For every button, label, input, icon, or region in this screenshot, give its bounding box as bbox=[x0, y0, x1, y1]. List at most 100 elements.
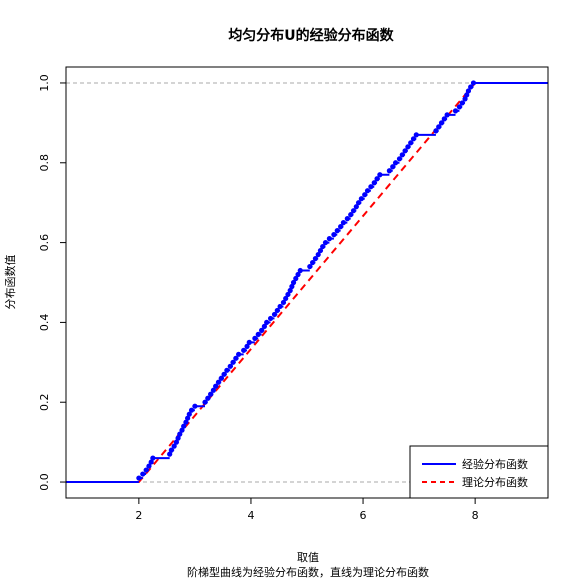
ecdf-point bbox=[364, 188, 371, 194]
ecdf-point bbox=[255, 331, 261, 337]
y-tick-label: 0.2 bbox=[38, 393, 51, 411]
ecdf-point bbox=[399, 152, 405, 158]
ecdf-point bbox=[338, 224, 344, 230]
ecdf-point bbox=[405, 144, 411, 150]
ecdf-point bbox=[271, 311, 278, 318]
ecdf-point bbox=[353, 204, 359, 210]
ecdf-point bbox=[312, 255, 319, 262]
ecdf-point bbox=[331, 232, 337, 238]
ecdf-point bbox=[283, 295, 289, 302]
ecdf-point bbox=[277, 303, 283, 310]
x-tick-label: 4 bbox=[247, 509, 254, 522]
ecdf-point bbox=[368, 184, 374, 190]
x-tick-label: 2 bbox=[135, 509, 142, 522]
ecdf-point bbox=[285, 291, 291, 298]
ecdf-point bbox=[221, 371, 227, 377]
ecdf-point bbox=[264, 319, 270, 326]
ecdf-point bbox=[192, 403, 198, 409]
ecdf-point bbox=[136, 475, 142, 481]
ecdf-point bbox=[322, 239, 329, 246]
ecdf-point bbox=[334, 228, 340, 234]
ecdf-point bbox=[167, 451, 173, 457]
ecdf-point bbox=[261, 323, 267, 329]
ecdf-point bbox=[307, 263, 313, 270]
ecdf-point bbox=[433, 128, 439, 134]
ecdf-point bbox=[410, 136, 417, 142]
ecdf-point bbox=[173, 439, 180, 445]
ecdf-point bbox=[444, 112, 450, 118]
legend: 经验分布函数 理论分布函数 bbox=[409, 445, 549, 499]
ecdf-point bbox=[233, 355, 239, 361]
ecdf-point bbox=[456, 104, 463, 110]
ecdf-point bbox=[402, 148, 408, 154]
ecdf-point bbox=[280, 299, 287, 306]
ecdf-point bbox=[213, 383, 219, 389]
ecdf-point bbox=[441, 116, 447, 122]
plot-frame bbox=[65, 66, 549, 499]
ecdf-point bbox=[185, 415, 191, 421]
ecdf-point bbox=[274, 307, 280, 314]
chart-title: 均匀分布U的经验分布函数 bbox=[228, 27, 394, 44]
y-tick-label: 0.6 bbox=[38, 234, 51, 252]
ecdf-point bbox=[396, 156, 403, 162]
ecdf-point bbox=[177, 431, 183, 437]
ecdf-point bbox=[171, 443, 177, 449]
ecdf-point bbox=[241, 347, 247, 353]
y-tick-label: 0.8 bbox=[38, 154, 51, 172]
ecdf-point bbox=[371, 180, 377, 186]
y-tick-label: 0.4 bbox=[38, 314, 51, 332]
ecdf-point bbox=[168, 447, 174, 453]
ecdf-point bbox=[355, 200, 362, 206]
ecdf-point bbox=[452, 108, 459, 114]
ecdf-point bbox=[436, 124, 442, 130]
ecdf-point bbox=[295, 271, 301, 278]
ecdf-point bbox=[175, 435, 181, 441]
ecdf-point bbox=[208, 391, 214, 397]
ecdf-point bbox=[297, 267, 303, 274]
ecdf-point bbox=[244, 343, 250, 349]
ecdf-point bbox=[390, 164, 396, 170]
ecdf-point bbox=[179, 427, 185, 433]
ecdf-point bbox=[392, 160, 399, 166]
ecdf-point bbox=[358, 196, 364, 202]
y-tick-label: 0.0 bbox=[38, 473, 51, 491]
ecdf-point bbox=[188, 407, 195, 413]
ecdf-point bbox=[186, 411, 192, 417]
ecdf-point bbox=[146, 463, 152, 469]
ecdf-points bbox=[136, 80, 477, 481]
ecdf-point bbox=[267, 315, 274, 322]
ecdf-point bbox=[350, 208, 357, 214]
ecdf-point bbox=[202, 399, 208, 405]
ecdf-point bbox=[183, 419, 189, 425]
ecdf-point bbox=[140, 471, 146, 477]
ecdf-point bbox=[230, 359, 236, 365]
ecdf-point bbox=[143, 467, 149, 473]
legend-label-theory: 理论分布函数 bbox=[462, 475, 528, 489]
ecdf-point bbox=[459, 100, 465, 106]
x-tick-label: 8 bbox=[472, 509, 479, 522]
ecdf-point bbox=[287, 287, 293, 294]
ecdf-point bbox=[465, 88, 472, 94]
ecdf-point bbox=[236, 351, 242, 357]
ecdf-point bbox=[374, 176, 380, 182]
ecdf-point bbox=[438, 120, 445, 126]
ecdf-point bbox=[344, 216, 350, 222]
ecdf-point bbox=[210, 387, 216, 393]
legend-label-ecdf: 经验分布函数 bbox=[462, 457, 528, 471]
ecdf-point bbox=[464, 92, 470, 98]
ecdf-point bbox=[227, 363, 233, 369]
ecdf-point bbox=[293, 275, 299, 282]
ecdf-point bbox=[224, 367, 230, 373]
ecdf-point bbox=[377, 172, 383, 178]
ecdf-point bbox=[320, 243, 326, 250]
ecdf-point bbox=[362, 192, 368, 198]
ecdf-point bbox=[310, 259, 316, 266]
ecdf-point bbox=[290, 279, 297, 286]
y-tick-label: 1.0 bbox=[38, 74, 51, 92]
x-axis-ticks: 2 4 6 8 bbox=[135, 498, 479, 522]
ecdf-point bbox=[315, 251, 321, 258]
chart-subtitle: 阶梯型曲线为经验分布函数，直线为理论分布函数 bbox=[187, 565, 429, 579]
ecdf-point bbox=[340, 220, 347, 226]
ecdf-point bbox=[148, 459, 154, 465]
